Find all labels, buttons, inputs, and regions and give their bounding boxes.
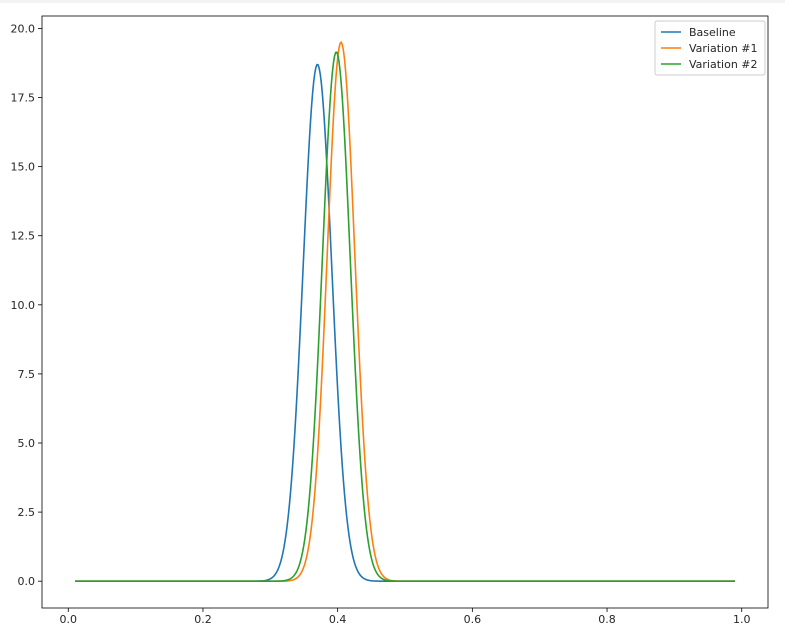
x-tick-label: 0.2: [194, 613, 212, 624]
y-axis: 0.0 2.5 5.0 7.5 10.0 12.5 15.0 17.5 20.0: [11, 22, 42, 588]
y-tick-label: 7.5: [18, 368, 36, 381]
x-tick-label: 0.0: [60, 613, 78, 624]
legend-box: [654, 20, 766, 76]
y-tick-label: 17.5: [11, 92, 36, 105]
y-tick-label: 12.5: [11, 230, 36, 243]
y-tick-label: 20.0: [11, 22, 36, 35]
x-tick-label: 0.8: [598, 613, 616, 624]
y-tick-label: 5.0: [18, 437, 36, 450]
plot-area: [41, 15, 769, 609]
legend-label: Variation #1: [689, 42, 758, 55]
y-tick-label: 2.5: [18, 506, 36, 519]
x-axis: 0.0 0.2 0.4 0.6 0.8 1.0: [60, 608, 751, 624]
y-tick-label: 0.0: [18, 575, 36, 588]
y-tick-label: 10.0: [11, 299, 36, 312]
series-line-1: [75, 40, 735, 582]
legend-label: Variation #2: [689, 58, 758, 71]
x-tick-label: 0.4: [329, 613, 347, 624]
series-line-2: [75, 51, 735, 582]
y-tick-label: 15.0: [11, 161, 36, 174]
x-tick-label: 1.0: [733, 613, 751, 624]
legend: Baseline Variation #1 Variation #2: [654, 20, 766, 76]
legend-label: Baseline: [689, 26, 736, 39]
plot-frame: [41, 15, 769, 609]
series-layer: [75, 40, 735, 582]
series-line-0: [75, 63, 735, 582]
window-top-strip: [0, 0, 785, 3]
x-tick-label: 0.6: [464, 613, 482, 624]
